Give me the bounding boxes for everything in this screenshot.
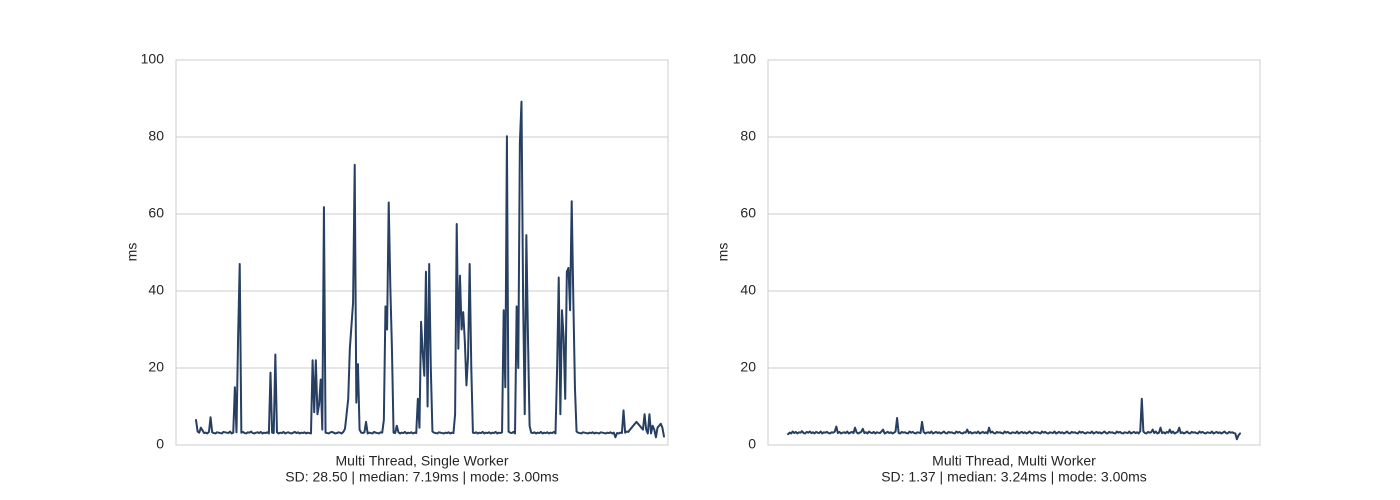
- chart-panel-right: 0 20 40 60 80 100 ms Multi Thread, Multi…: [715, 51, 1261, 485]
- y-tick-label: 60: [148, 205, 164, 221]
- y-tick-label: 20: [740, 359, 756, 375]
- y-tick-label: 80: [740, 128, 756, 144]
- y-tick-labels-left: 0 20 40 60 80 100: [141, 51, 165, 452]
- gridlines-right: [768, 136, 1260, 369]
- x-axis-label-left: Multi Thread, Single Worker: [336, 453, 509, 469]
- y-tick-label: 0: [156, 436, 164, 452]
- plot-area-left: [175, 59, 669, 446]
- series-line-right: [787, 397, 1241, 441]
- y-tick-label: 100: [733, 51, 757, 67]
- x-axis-label-right: Multi Thread, Multi Worker: [932, 453, 1096, 469]
- y-tick-label: 80: [148, 128, 164, 144]
- y-tick-label: 60: [740, 205, 756, 221]
- gridlines-left: [176, 136, 668, 369]
- y-tick-label: 0: [748, 436, 756, 452]
- chart-panel-left: 0 20 40 60 80 100 ms Multi Thread, Singl…: [124, 51, 669, 485]
- stats-label-left: SD: 28.50 | median: 7.19ms | mode: 3.00m…: [285, 469, 558, 485]
- plot-area-right: [767, 59, 1261, 446]
- stats-label-right: SD: 1.37 | median: 3.24ms | mode: 3.00ms: [881, 469, 1147, 485]
- y-axis-label-right: ms: [715, 243, 731, 262]
- y-tick-label: 100: [141, 51, 165, 67]
- y-tick-label: 20: [148, 359, 164, 375]
- y-axis-label-left: ms: [124, 243, 140, 262]
- y-tick-label: 40: [740, 282, 756, 298]
- y-tick-label: 40: [148, 282, 164, 298]
- y-tick-labels-right: 0 20 40 60 80 100: [733, 51, 757, 452]
- series-line-left: [195, 100, 665, 439]
